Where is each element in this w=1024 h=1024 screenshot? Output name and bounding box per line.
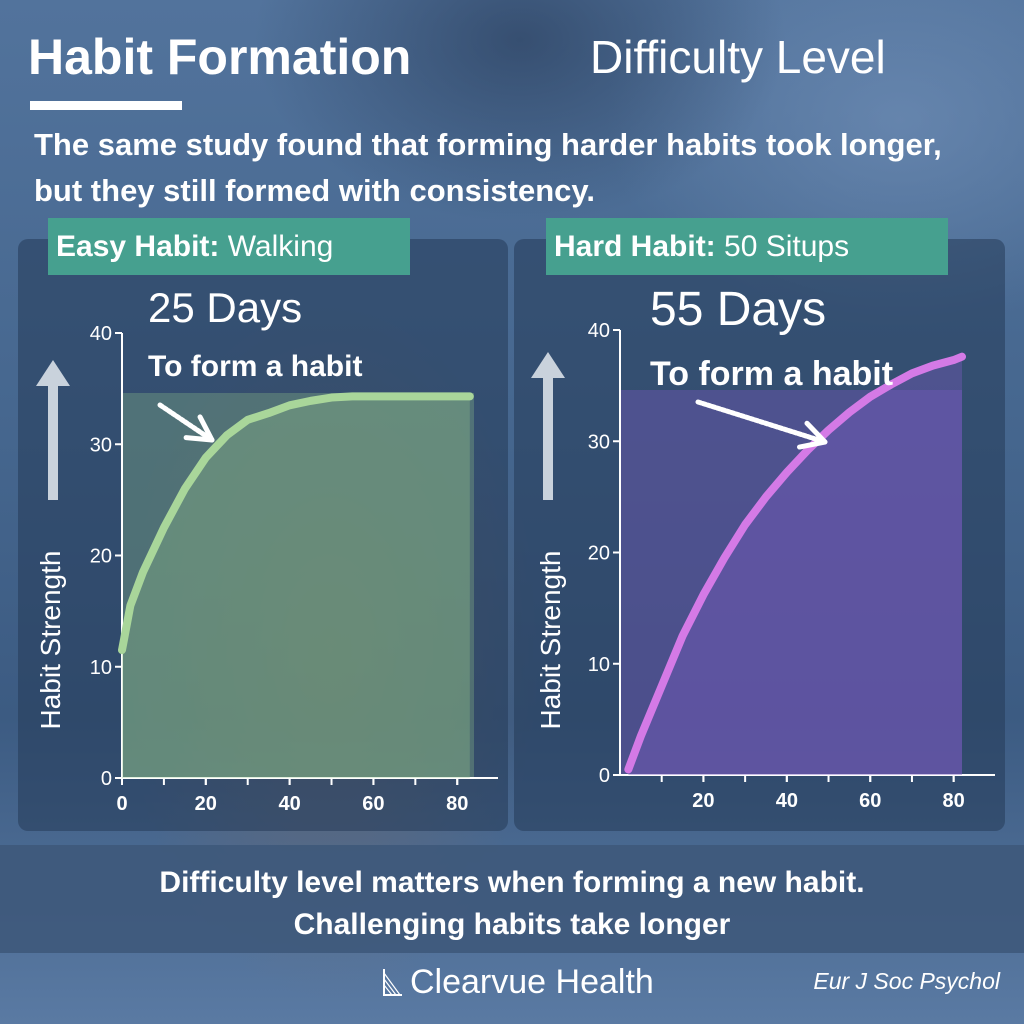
hard-area xyxy=(628,356,962,775)
hard-pointer-arrow-head-icon xyxy=(796,420,828,450)
hard-pointer-arrow-shaft xyxy=(695,399,828,445)
easy-plot-shade xyxy=(122,393,474,778)
page-title: Habit Formation xyxy=(28,29,412,85)
hard-x-tick-label: 60 xyxy=(859,790,881,812)
hard-series-line xyxy=(624,352,966,774)
hard-plot-shade xyxy=(620,390,962,775)
easy-y-axis-label: Habit Strength xyxy=(35,551,66,730)
brand-logo: Clearvue Health xyxy=(382,960,654,1004)
easy-habit-tag: Easy Habit: Walking xyxy=(48,218,410,275)
brand-name: Clearvue Health xyxy=(410,962,654,1001)
footer-line-2: Challenging habits take longer xyxy=(293,908,731,941)
hard-x-tick-label: 40 xyxy=(776,790,798,812)
hard-annotation: To form a habit xyxy=(650,355,893,393)
hard-chart-panel xyxy=(514,239,1005,831)
intro-text: The same study found that forming harder… xyxy=(34,127,942,208)
easy-chart: 0 10 20 30 40 0 20 40 60 80 Habit Strength 25 Days T… xyxy=(35,284,498,815)
easy-y-tick-label: 10 xyxy=(90,657,112,679)
easy-y-tick-label: 0 xyxy=(101,768,112,790)
easy-pointer-arrow-shaft xyxy=(157,402,215,443)
easy-habit-tag-bold: Easy Habit: xyxy=(56,230,220,263)
easy-area xyxy=(122,396,470,778)
hard-habit-tag-label: 50 Situps xyxy=(724,230,850,263)
easy-x-tick-label: 60 xyxy=(362,793,384,815)
easy-annotation: To form a habit xyxy=(148,350,362,383)
page-subtitle: Difficulty Level xyxy=(590,31,886,83)
hard-y-axis-label: Habit Strength xyxy=(535,551,566,730)
easy-x-tick-label: 80 xyxy=(446,793,468,815)
hard-y-tick-label: 10 xyxy=(588,654,610,676)
footer-line-1: Difficulty level matters when forming a … xyxy=(159,866,865,899)
footer-message: Difficulty level matters when forming a … xyxy=(0,862,1024,946)
easy-x-tick-label: 40 xyxy=(278,793,300,815)
hard-headline: 55 Days xyxy=(650,283,826,336)
title-underline xyxy=(30,101,182,110)
footer-band xyxy=(0,845,1024,953)
hard-x-tick-label: 80 xyxy=(943,790,965,812)
source-citation: Eur J Soc Psychol xyxy=(813,968,1000,994)
easy-x-tick-label: 20 xyxy=(195,793,217,815)
hard-chart: 0 10 20 30 40 20 40 60 80 Habit Strength 55 Days To… xyxy=(531,283,995,812)
hard-x-tick-label: 20 xyxy=(692,790,714,812)
hard-up-arrow-head-icon xyxy=(531,352,565,378)
hard-y-tick-label: 20 xyxy=(588,543,610,565)
hard-y-tick-label: 0 xyxy=(599,765,610,787)
easy-up-arrow-head-icon xyxy=(36,360,70,386)
easy-chart-panel xyxy=(18,239,508,831)
hard-y-tick-label: 40 xyxy=(588,320,610,342)
brand-mark-icon xyxy=(383,969,402,996)
hard-habit-tag-bold: Hard Habit: xyxy=(554,230,716,263)
easy-series-line xyxy=(118,392,474,655)
easy-pointer-arrow-head-icon xyxy=(183,414,215,443)
easy-x-tick-label: 0 xyxy=(116,793,127,815)
easy-y-tick-label: 40 xyxy=(90,323,112,345)
easy-headline: 25 Days xyxy=(148,284,302,331)
hard-habit-tag: Hard Habit: 50 Situps xyxy=(546,218,948,275)
easy-y-tick-label: 20 xyxy=(90,546,112,568)
easy-habit-tag-label: Walking xyxy=(227,230,334,263)
hard-y-tick-label: 30 xyxy=(588,431,610,453)
easy-y-tick-label: 30 xyxy=(90,434,112,456)
